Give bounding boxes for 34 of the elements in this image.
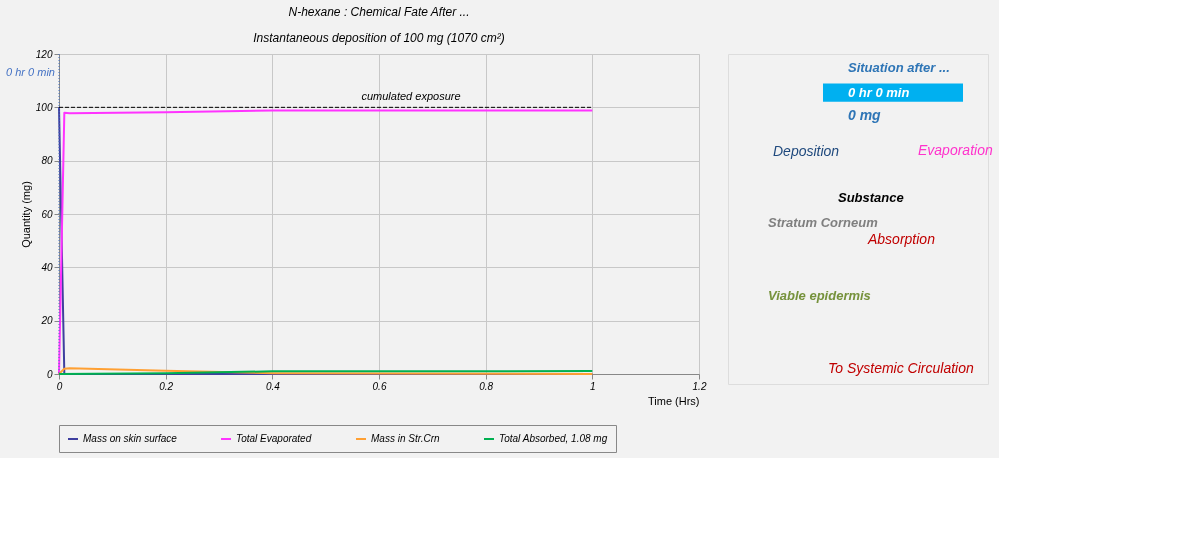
legend-label: Total Absorbed, 1.08 mg bbox=[499, 433, 608, 444]
x-tick-label: 0.8 bbox=[479, 380, 494, 392]
text: Situation after ... bbox=[848, 60, 950, 76]
text: Evaporation bbox=[918, 141, 993, 158]
y-tick-label: 60 bbox=[41, 208, 53, 220]
x-tick-label: 1.2 bbox=[692, 380, 707, 392]
text: Viable epidermis bbox=[768, 288, 871, 304]
text: Absorption bbox=[867, 231, 936, 248]
text: Substance bbox=[838, 189, 904, 205]
text: 0 mg bbox=[848, 106, 882, 123]
text: Stratum Corneum bbox=[768, 214, 879, 230]
chart-title: N-hexane : Chemical Fate After ... bbox=[288, 5, 470, 19]
text: Deposition bbox=[773, 143, 840, 160]
legend-label: Total Evaporated bbox=[236, 433, 312, 444]
text: 0 hr 0 min bbox=[848, 84, 910, 100]
x-tick-label: 0 bbox=[56, 380, 63, 392]
text: To Systemic Circulation bbox=[828, 359, 974, 376]
chart-subtitle: Instantaneous deposition of 100 mg (1070 cm²) bbox=[253, 31, 505, 45]
legend-label: Mass on skin surface bbox=[83, 433, 178, 444]
y-tick-label: 100 bbox=[35, 101, 53, 113]
y-tick-label: 20 bbox=[40, 315, 53, 327]
x-tick-label: 0.6 bbox=[372, 380, 387, 392]
x-tick-label: 1 bbox=[590, 380, 596, 392]
x-axis-title: Time (Hrs) bbox=[647, 394, 700, 407]
y-axis-title: Quantity (mg) bbox=[19, 181, 32, 248]
ref-line-label: cumulated exposure bbox=[361, 90, 461, 103]
legend-label: Mass in Str.Crn bbox=[371, 433, 440, 444]
x-tick-label: 0.2 bbox=[159, 380, 174, 392]
x-tick-label: 0.4 bbox=[265, 380, 281, 392]
y-tick-label: 120 bbox=[35, 48, 53, 60]
ref-line-label: 0 hr 0 min bbox=[6, 66, 55, 79]
y-tick-label: 0 bbox=[46, 368, 53, 380]
y-tick-label: 40 bbox=[41, 261, 53, 273]
y-tick-label: 80 bbox=[41, 155, 53, 167]
